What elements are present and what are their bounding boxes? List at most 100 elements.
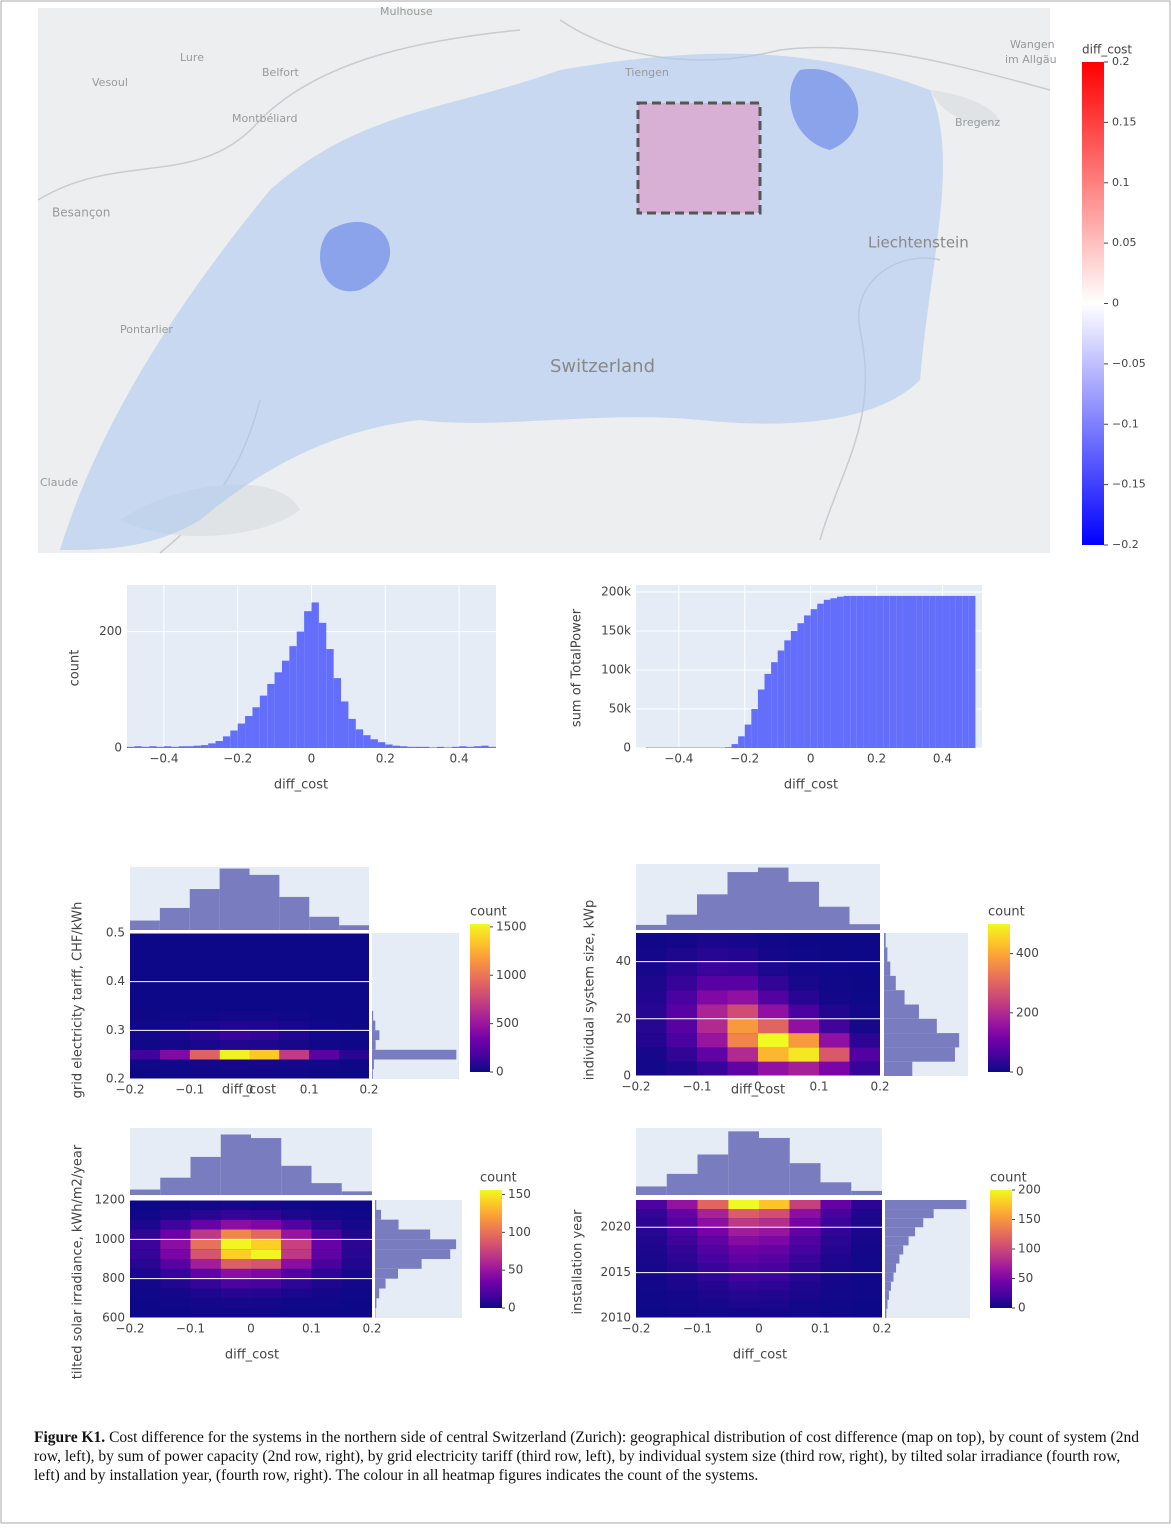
heat-cell <box>821 1282 852 1291</box>
heat-cell <box>190 1040 220 1050</box>
bar <box>407 747 414 748</box>
heat-cell <box>339 972 369 982</box>
heat-cell <box>819 933 850 947</box>
heat-cell <box>339 1060 369 1070</box>
y-tick-label: 50k <box>609 702 631 716</box>
place: Lure <box>180 51 204 64</box>
heat-cell <box>191 1200 221 1210</box>
heat-cell <box>160 982 190 992</box>
heat-cell <box>130 1210 160 1220</box>
heat-cell <box>851 1291 882 1300</box>
heat-cell <box>697 1047 728 1061</box>
heat-cell <box>819 947 850 961</box>
heat-cell <box>312 1298 342 1308</box>
marginal-bar <box>636 925 667 930</box>
heat-cell <box>160 943 190 953</box>
heat-cell <box>220 962 250 972</box>
bar <box>877 596 884 748</box>
marginal-bar <box>884 1005 919 1019</box>
heat-cell <box>636 1309 667 1318</box>
heat-cell <box>850 1005 881 1019</box>
y-axis-label: installation year <box>571 1209 586 1315</box>
heat-cell <box>190 943 220 953</box>
heat-cell <box>697 976 728 990</box>
x-tick-label: 0.1 <box>809 1080 828 1094</box>
colorbar-tick-label: −0.2 <box>1112 538 1139 551</box>
heat-cell <box>698 1264 729 1273</box>
heat-cell <box>851 1273 882 1282</box>
heat-cell <box>819 1062 850 1076</box>
heat-cell <box>130 933 160 943</box>
x-tick-label: −0.2 <box>621 1322 650 1336</box>
marginal-bar <box>667 915 698 930</box>
heat-cell <box>698 1291 729 1300</box>
heat-cell <box>191 1239 221 1249</box>
heat-cell <box>758 947 789 961</box>
heat-cell <box>636 990 667 1004</box>
x-tick-label: −0.1 <box>175 1083 204 1097</box>
heat-cell <box>251 1259 281 1269</box>
heat-cell <box>851 1254 882 1263</box>
x-tick-label: 0 <box>308 752 316 766</box>
heat-cell <box>342 1259 372 1269</box>
colorbar-tick-label: −0.05 <box>1112 357 1146 370</box>
marginal-bar <box>885 1254 899 1263</box>
heat-cell <box>790 1291 821 1300</box>
colorbar-tick-label: 500 <box>496 1016 519 1030</box>
bar <box>474 746 481 748</box>
heat-cell <box>697 947 728 961</box>
y-tick-label: 0 <box>114 741 122 755</box>
heat-cell <box>728 1236 759 1245</box>
heat-cell <box>697 990 728 1004</box>
marginal-bar <box>884 947 887 961</box>
y-tick-label: 200k <box>601 585 631 599</box>
heat-cell <box>160 1289 190 1299</box>
colorbar-tick-label: 0.2 <box>1112 55 1130 68</box>
bar <box>371 739 378 748</box>
heat-cell <box>698 1209 729 1218</box>
marginal-bar <box>789 882 820 930</box>
heat-cell <box>821 1200 852 1209</box>
y-tick-label: 40 <box>616 954 631 968</box>
heat-cell <box>819 990 850 1004</box>
heat-cell <box>130 1060 160 1070</box>
heat-cell <box>759 1227 790 1236</box>
heat-cell <box>312 1259 342 1269</box>
heat-cell <box>221 1230 251 1240</box>
heat-cell <box>821 1264 852 1273</box>
heat-cell <box>191 1298 221 1308</box>
marginal-bar <box>221 1135 251 1195</box>
marginal-bar <box>885 1291 889 1300</box>
heat-cell <box>130 1021 160 1031</box>
heat-cell <box>339 1069 369 1079</box>
heat-cell <box>790 1300 821 1309</box>
heat-cell <box>160 952 190 962</box>
heat-cell <box>636 1047 667 1061</box>
x-axis-label: diff_cost <box>225 1348 279 1363</box>
heat-cell <box>790 1264 821 1273</box>
heat-cell <box>789 933 820 947</box>
heat-cell <box>790 1200 821 1209</box>
marginal-bar <box>884 933 886 947</box>
heat-cell <box>312 1200 342 1210</box>
heat-cell <box>339 991 369 1001</box>
heat-cell <box>130 1239 160 1249</box>
heat-cell <box>728 1282 759 1291</box>
bar <box>844 596 851 748</box>
marginal-bar <box>667 1174 698 1195</box>
bar <box>164 746 171 748</box>
bar <box>797 623 804 748</box>
heat-cell <box>279 962 309 972</box>
marginal-bar <box>160 908 190 930</box>
x-tick-label: 0 <box>247 1322 255 1336</box>
colorbar <box>480 1190 502 1308</box>
heat-cell <box>759 1300 790 1309</box>
marginal-bar <box>375 1279 386 1289</box>
heat-cell <box>281 1230 311 1240</box>
heat-cell <box>250 1040 280 1050</box>
heat-cell <box>130 1308 160 1318</box>
heat-cell <box>221 1308 251 1318</box>
heat-cell <box>160 1220 190 1230</box>
heat-cell <box>250 1011 280 1021</box>
marginal-bar <box>758 868 789 930</box>
